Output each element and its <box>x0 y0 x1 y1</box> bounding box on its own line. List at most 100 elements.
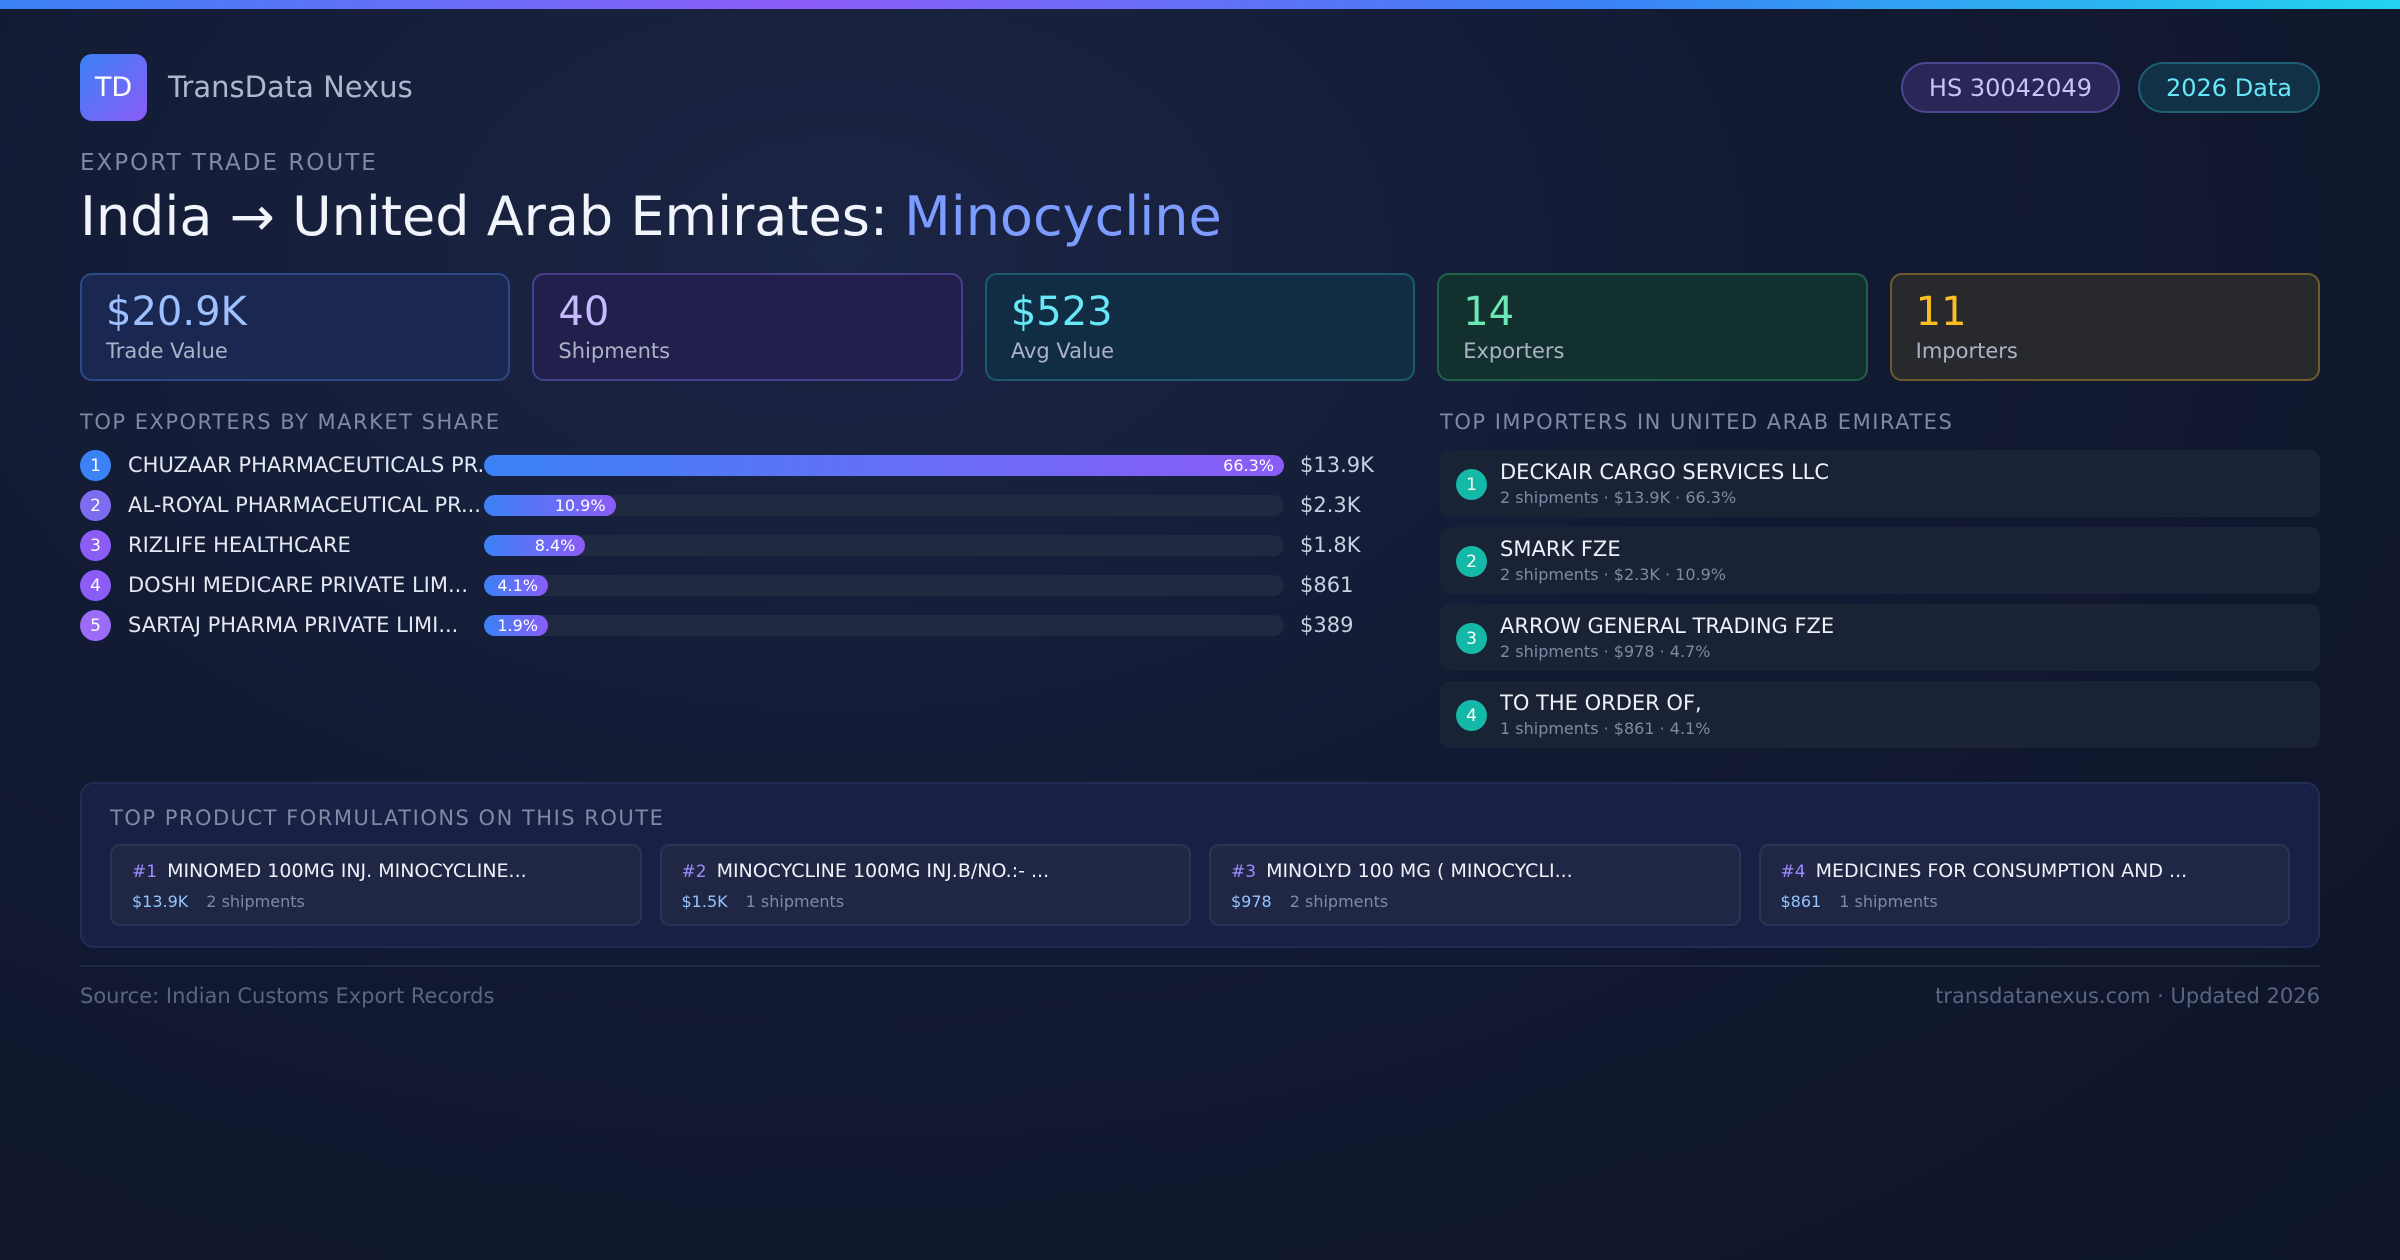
formulation-value: $13.9K <box>132 892 189 911</box>
exporter-row: 2 AL-ROYAL PHARMACEUTICAL PR... 10.9% $2.3K <box>80 490 1380 521</box>
share-label: 10.9% <box>554 496 606 515</box>
share-label: 66.3% <box>1223 456 1274 475</box>
rank: 1 <box>1456 469 1487 500</box>
formulation-rank: #3 <box>1231 862 1257 882</box>
exporter-value: $13.9K <box>1300 453 1374 477</box>
kpi-card: 14 Exporters <box>1437 273 1868 381</box>
route-title: India → United Arab Emirates: Minocycline <box>80 185 1222 248</box>
importers: TOP IMPORTERS IN UNITED ARAB EMIRATES 1 DE… <box>1440 410 2320 748</box>
formulation-value: $978 <box>1231 892 1272 911</box>
kpi-row: $20.9K Trade Value 40 Shipments $523 Avg Valu… <box>80 273 2321 381</box>
importer-detail: 2 shipments · $13.9K · 66.3% <box>1500 488 1737 507</box>
exporter-row: 3 RIZLIFE HEALTHCARE 8.4% $1.8K <box>80 530 1380 561</box>
kpi-label: Shipments <box>558 339 671 363</box>
section-heading: TOP PRODUCT FORMULATIONS ON THIS ROUTE <box>110 806 665 830</box>
kpi-label: Exporters <box>1463 339 1565 363</box>
exporter-name: DOSHI MEDICARE PRIVATE LIM... <box>128 573 469 597</box>
formulation-value: $1.5K <box>681 892 728 911</box>
bar-track: 4.1% <box>484 575 1284 596</box>
formulation-rank: #2 <box>681 862 707 882</box>
formulation-meta: $13.9K 2 shipments <box>132 892 620 911</box>
title-highlight: Minocycline <box>904 185 1222 248</box>
rank: 4 <box>80 570 111 601</box>
importer-card: 1 DECKAIR CARGO SERVICES LLC 2 shipments ·… <box>1440 450 2320 517</box>
share-bar: 8.4% <box>484 535 586 556</box>
badges: HS 30042049 2026 Data <box>1900 62 2320 113</box>
formulation-card: #1 MINOMED 100MG INJ. MINOCYCLINE... $13.9… <box>110 844 642 926</box>
share-label: 8.4% <box>534 536 576 555</box>
formulation-name: MINOCYCLINE 100MG INJ.B/NO.:- ... <box>716 860 1050 882</box>
formulation-title: #1 MINOMED 100MG INJ. MINOCYCLINE... <box>132 860 620 882</box>
exporter-value: $2.3K <box>1300 493 1361 517</box>
importer-detail: 2 shipments · $978 · 4.7% <box>1500 642 1711 661</box>
exporter-value: $1.8K <box>1300 533 1361 557</box>
badge: HS 30042049 <box>1900 62 2120 113</box>
kpi-card: 40 Shipments <box>532 273 963 381</box>
kpi-value: $523 <box>1010 289 1113 335</box>
bar-track: 8.4% <box>484 535 1284 556</box>
section-heading: TOP IMPORTERS IN UNITED ARAB EMIRATES <box>1440 410 1954 434</box>
kpi-label: Importers <box>1915 339 2018 363</box>
formulation-card: #2 MINOCYCLINE 100MG INJ.B/NO.:- ... $1.5K… <box>659 844 1191 926</box>
rank: 2 <box>1456 546 1487 577</box>
share-bar: 10.9% <box>484 495 616 516</box>
badge: 2026 Data <box>2137 62 2320 113</box>
importer-name: TO THE ORDER OF, <box>1500 691 1702 715</box>
formulation-meta: $1.5K 1 shipments <box>682 892 1170 911</box>
formulation-meta: $978 2 shipments <box>1231 892 1719 911</box>
formulations: TOP PRODUCT FORMULATIONS ON THIS ROUTE #1… <box>80 782 2320 948</box>
formulation-name: MINOLYD 100 MG ( MINOCYCLI... <box>1266 860 1573 882</box>
brand: TransData Nexus <box>168 70 413 104</box>
footer-site: transdatanexus.com · Updated 2026 <box>1935 984 2320 1008</box>
rank: 3 <box>1456 623 1487 654</box>
kpi-card: 11 Importers <box>1889 273 2321 381</box>
formulation-name: MEDICINES FOR CONSUMPTION AND ... <box>1815 860 2188 882</box>
formulation-rank: #1 <box>132 862 158 882</box>
share-bar: 4.1% <box>484 575 548 596</box>
importer-name: DECKAIR CARGO SERVICES LLC <box>1500 460 1830 484</box>
exporter-name: SARTAJ PHARMA PRIVATE LIMI... <box>128 613 459 637</box>
exporter-name: RIZLIFE HEALTHCARE <box>128 533 351 557</box>
kpi-value: 11 <box>1915 289 1967 335</box>
exporters: TOP EXPORTERS BY MARKET SHARE 1 CHUZAAR PH… <box>80 410 1380 641</box>
rank: 4 <box>1456 700 1487 731</box>
kpi-label: Trade Value <box>106 339 228 363</box>
formulation-name: MINOMED 100MG INJ. MINOCYCLINE... <box>167 860 527 882</box>
rank: 2 <box>80 490 111 521</box>
kpi-card: $20.9K Trade Value <box>80 273 511 381</box>
formulation-meta: $861 1 shipments <box>1781 892 2269 911</box>
importer-detail: 2 shipments · $2.3K · 10.9% <box>1500 565 1726 584</box>
top-accent <box>0 0 2400 9</box>
exporter-name: CHUZAAR PHARMACEUTICALS PR... <box>128 453 498 477</box>
rank: 3 <box>80 530 111 561</box>
importer-name: ARROW GENERAL TRADING FZE <box>1500 614 1835 638</box>
share-label: 1.9% <box>497 616 538 635</box>
formulation-shipments: 1 shipments <box>745 892 845 911</box>
importer-card: 3 ARROW GENERAL TRADING FZE 2 shipments · … <box>1440 604 2320 671</box>
kpi-value: 40 <box>558 289 610 335</box>
kpi-value: $20.9K <box>106 289 247 335</box>
exporter-value: $861 <box>1300 573 1354 597</box>
kpi-label: Avg Value <box>1010 339 1115 363</box>
formulation-title: #2 MINOCYCLINE 100MG INJ.B/NO.:- ... <box>682 860 1170 882</box>
rank: 1 <box>80 450 111 481</box>
eyebrow: EXPORT TRADE ROUTE <box>80 150 378 176</box>
rank: 5 <box>80 610 111 641</box>
bar-track: 10.9% <box>484 495 1284 516</box>
exporter-row: 4 DOSHI MEDICARE PRIVATE LIM... 4.1% $861 <box>80 570 1380 601</box>
formulation-card: #4 MEDICINES FOR CONSUMPTION AND ... $861 1… <box>1758 844 2290 926</box>
importer-name: SMARK FZE <box>1500 537 1621 561</box>
formulation-title: #4 MEDICINES FOR CONSUMPTION AND ... <box>1781 860 2269 882</box>
kpi-card: $523 Avg Value <box>984 273 1416 381</box>
formulation-shipments: 2 shipments <box>206 892 305 911</box>
bar-track: 66.3% <box>484 455 1284 476</box>
share-bar: 1.9% <box>484 615 548 636</box>
kpi-value: 14 <box>1463 289 1515 335</box>
share-label: 4.1% <box>497 576 538 595</box>
importer-card: 2 SMARK FZE 2 shipments · $2.3K · 10.9% <box>1440 527 2320 594</box>
bar-track: 1.9% <box>484 615 1284 636</box>
exporter-row: 5 SARTAJ PHARMA PRIVATE LIMI... 1.9% $389 <box>80 610 1380 641</box>
formulation-shipments: 1 shipments <box>1839 892 1938 911</box>
divider <box>80 965 2320 967</box>
